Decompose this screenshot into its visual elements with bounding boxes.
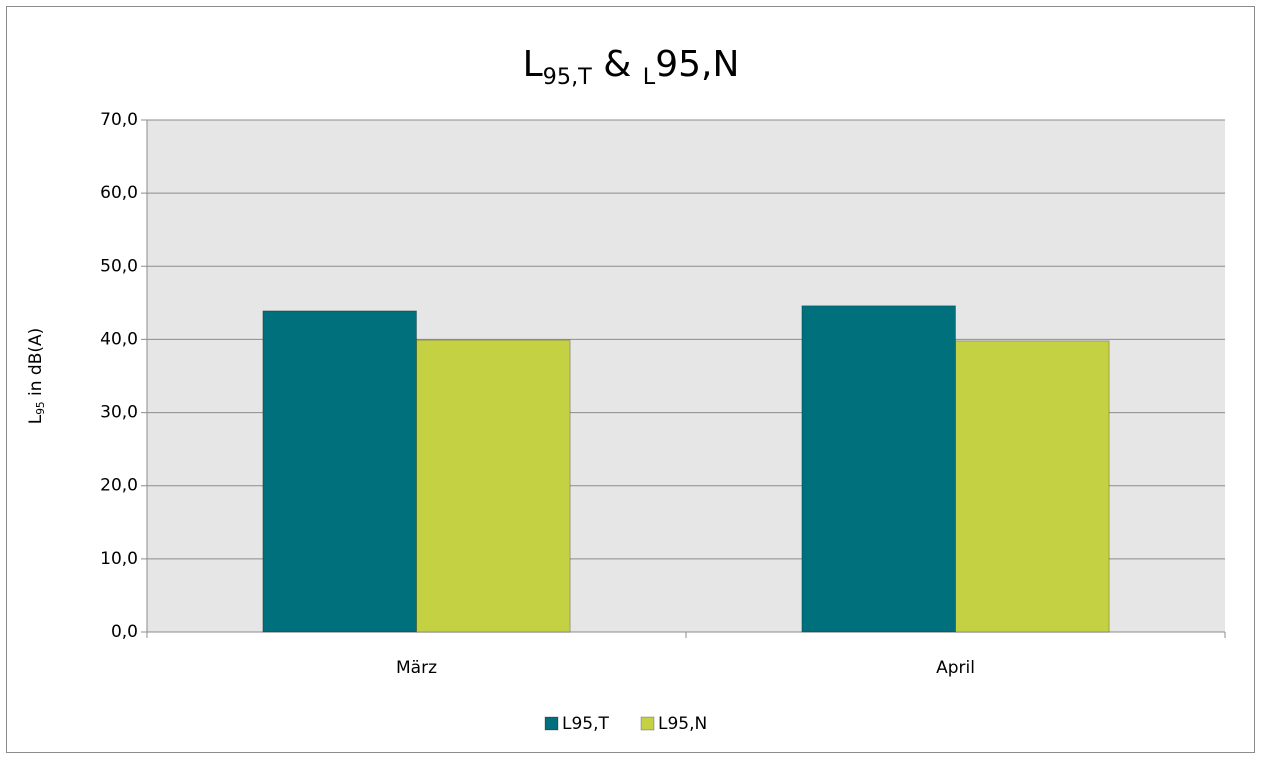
legend-label: L95,N: [658, 714, 707, 734]
bar: [416, 339, 571, 633]
subscript: 95: [35, 401, 47, 414]
legend-swatch: [640, 716, 655, 731]
y-tick-label: 40,0: [100, 329, 138, 349]
text-part: in dB(A): [26, 328, 46, 402]
y-tick-label: 70,0: [100, 110, 138, 130]
bar: [955, 340, 1110, 633]
y-tick-label: 0,0: [111, 622, 138, 642]
y-tick-label: 50,0: [100, 256, 138, 276]
bar: [262, 310, 418, 633]
y-axis-label: L95 in dB(A): [26, 328, 47, 425]
subscript: L: [643, 63, 656, 89]
text-part: 95,N: [655, 44, 739, 85]
text-part: &: [592, 44, 643, 85]
bar: [801, 305, 957, 633]
y-tick-label: 20,0: [100, 476, 138, 496]
chart-title: L95,T & L95,N: [523, 44, 740, 89]
text-part: L: [26, 414, 46, 424]
y-tick-label: 30,0: [100, 403, 138, 423]
legend-label: L95,T: [562, 714, 610, 734]
y-tick-label: 10,0: [100, 549, 138, 569]
x-tick-label: März: [396, 658, 437, 678]
legend-swatch: [544, 716, 559, 731]
y-tick-label: 60,0: [100, 183, 138, 203]
subscript: 95,T: [543, 63, 592, 89]
x-tick-label: April: [936, 658, 975, 678]
text-part: L: [523, 44, 543, 85]
